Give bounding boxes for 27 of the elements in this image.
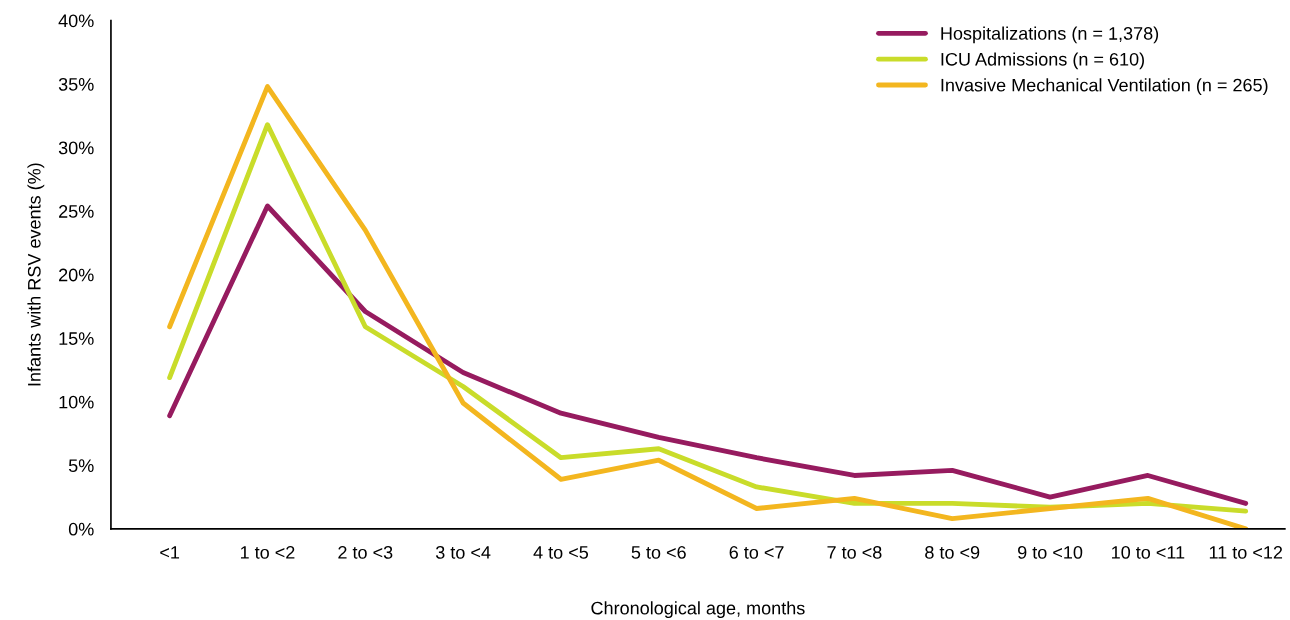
y-tick-label: 40% [58, 14, 94, 28]
x-tick-label: <1 [160, 546, 180, 559]
legend-label: ICU Admissions (n = 610) [941, 52, 1144, 70]
y-tick-label: 0% [68, 522, 94, 536]
legend-label: Hospitalizations (n = 1,378) [941, 26, 1159, 44]
y-tick-label: 20% [59, 268, 94, 282]
x-tick-label: 7 to <8 [827, 546, 882, 559]
y-tick-label: 10% [59, 395, 94, 409]
legend-label: Invasive Mechanical Ventilation (n = 265) [941, 78, 1268, 96]
y-tick-label: 30% [58, 141, 94, 155]
x-tick-label: 2 to <3 [338, 546, 393, 559]
y-tick-label: 25% [59, 205, 94, 218]
x-tick-label: 10 to <11 [1112, 546, 1185, 559]
x-tick-label: 5 to <6 [631, 546, 686, 559]
x-tick-label: 6 to <7 [729, 546, 784, 559]
x-tick-label: 11 to <12 [1209, 546, 1283, 559]
x-tick-label: 8 to <9 [925, 546, 980, 559]
y-tick-label: 15% [59, 332, 94, 345]
x-tick-label: 3 to <4 [435, 546, 491, 559]
x-tick-label: 9 to <10 [1018, 546, 1083, 559]
line-series [167, 203, 1249, 506]
x-tick-label: 4 to <5 [533, 546, 589, 559]
y-axis-title: Infants with RSV events (%) [27, 163, 45, 386]
x-axis-title: Chronological age, months [591, 601, 805, 619]
y-tick-label: 35% [58, 77, 94, 91]
x-tick-label: 1 to <2 [240, 546, 295, 559]
y-tick-label: 5% [68, 459, 94, 473]
